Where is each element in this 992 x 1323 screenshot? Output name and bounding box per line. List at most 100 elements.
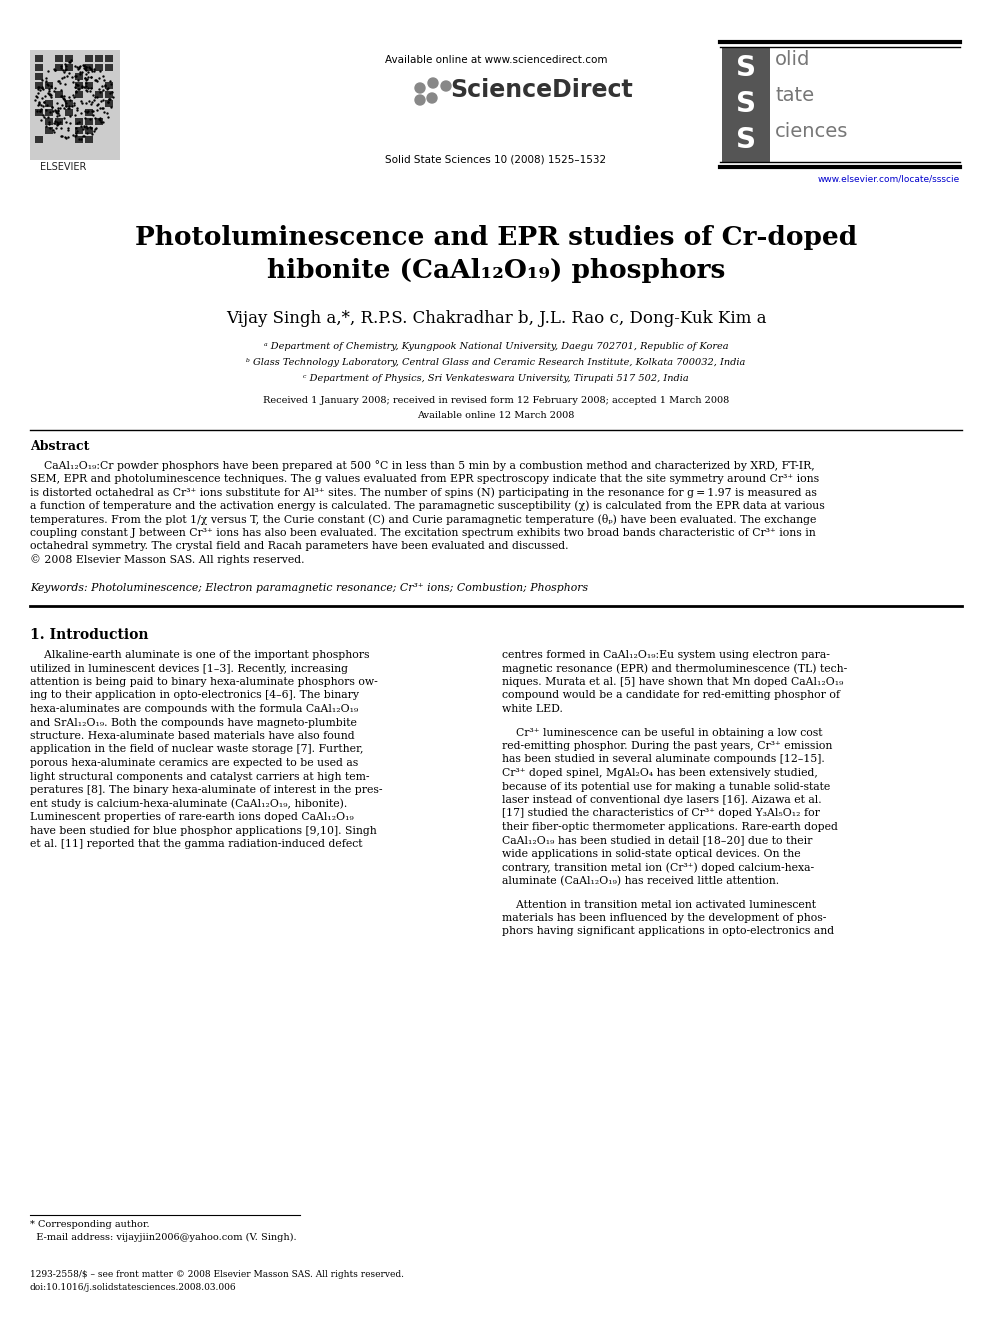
Point	[75, 54, 91, 75]
Bar	[30, 50, 120, 160]
Point	[59, 58, 74, 79]
Point	[55, 126, 70, 147]
Bar	[55, 56, 63, 62]
Bar	[55, 91, 63, 98]
Bar	[75, 82, 83, 89]
Point	[33, 94, 49, 115]
Point	[62, 90, 77, 111]
Point	[85, 85, 101, 106]
Point	[37, 107, 53, 128]
Point	[68, 66, 84, 87]
Point	[45, 97, 61, 118]
Text: contrary, transition metal ion (Cr³⁺) doped calcium-hexa-: contrary, transition metal ion (Cr³⁺) do…	[502, 863, 814, 873]
Point	[81, 81, 97, 102]
Point	[72, 103, 88, 124]
Point	[74, 54, 90, 75]
Point	[62, 52, 77, 73]
Bar	[35, 136, 43, 143]
Point	[28, 90, 44, 111]
Point	[50, 102, 65, 123]
Point	[50, 114, 65, 135]
Point	[60, 127, 75, 148]
Point	[92, 82, 108, 103]
Point	[47, 110, 62, 131]
Text: is distorted octahedral as Cr³⁺ ions substitute for Al³⁺ sites. The number of sp: is distorted octahedral as Cr³⁺ ions sub…	[30, 487, 816, 497]
Point	[90, 94, 106, 115]
Point	[51, 99, 66, 120]
Point	[57, 107, 72, 128]
Point	[91, 78, 107, 99]
Circle shape	[415, 95, 425, 105]
Bar	[85, 82, 93, 89]
Text: white LED.: white LED.	[502, 704, 562, 714]
Point	[88, 70, 104, 91]
Text: Available online 12 March 2008: Available online 12 March 2008	[418, 411, 574, 419]
Text: CaAl₁₂O₁₉ has been studied in detail [18–20] due to their: CaAl₁₂O₁₉ has been studied in detail [18…	[502, 836, 812, 845]
Bar	[85, 127, 93, 134]
Text: Cr³⁺ doped spinel, MgAl₂O₄ has been extensively studied,: Cr³⁺ doped spinel, MgAl₂O₄ has been exte…	[502, 767, 817, 778]
Point	[84, 123, 100, 144]
Point	[60, 119, 75, 140]
Bar	[35, 64, 43, 71]
Point	[62, 52, 78, 73]
Point	[55, 86, 70, 107]
Point	[75, 57, 91, 78]
Text: peratures [8]. The binary hexa-aluminate of interest in the pres-: peratures [8]. The binary hexa-aluminate…	[30, 785, 383, 795]
Point	[28, 86, 44, 107]
Point	[77, 58, 93, 79]
Point	[68, 124, 84, 146]
Point	[35, 75, 51, 97]
Text: ᶜ Department of Physics, Sri Venkateswara University, Tirupati 517 502, India: ᶜ Department of Physics, Sri Venkateswar…	[304, 374, 688, 382]
Point	[30, 83, 46, 105]
Point	[50, 101, 65, 122]
Point	[92, 60, 108, 81]
Point	[42, 102, 58, 123]
Point	[99, 106, 115, 127]
Point	[94, 98, 110, 119]
Point	[91, 98, 107, 119]
Point	[96, 69, 112, 90]
Point	[67, 56, 83, 77]
Point	[78, 116, 94, 138]
Text: attention is being paid to binary hexa-aluminate phosphors ow-: attention is being paid to binary hexa-a…	[30, 677, 378, 687]
Text: octahedral symmetry. The crystal field and Racah parameters have been evaluated : octahedral symmetry. The crystal field a…	[30, 541, 568, 550]
Point	[99, 102, 115, 123]
Point	[77, 79, 93, 101]
Circle shape	[441, 81, 451, 91]
Point	[74, 93, 90, 114]
Bar	[55, 64, 63, 71]
Point	[83, 91, 99, 112]
Point	[77, 57, 93, 78]
Point	[103, 97, 119, 118]
Text: laser instead of conventional dye lasers [16]. Aizawa et al.: laser instead of conventional dye lasers…	[502, 795, 821, 804]
Point	[81, 91, 97, 112]
Point	[65, 83, 81, 105]
Point	[34, 98, 50, 119]
Point	[40, 107, 56, 128]
Point	[93, 90, 109, 111]
Point	[76, 116, 92, 138]
Point	[68, 74, 84, 95]
Point	[75, 119, 91, 140]
Point	[70, 70, 86, 91]
Point	[70, 74, 86, 95]
Point	[38, 67, 54, 89]
Point	[61, 62, 76, 83]
Point	[95, 111, 111, 132]
Point	[102, 89, 118, 110]
Text: ᵃ Department of Chemistry, Kyungpook National University, Daegu 702701, Republic: ᵃ Department of Chemistry, Kyungpook Nat…	[264, 343, 728, 351]
Point	[95, 97, 111, 118]
Point	[58, 128, 73, 149]
Text: utilized in luminescent devices [1–3]. Recently, increasing: utilized in luminescent devices [1–3]. R…	[30, 664, 348, 673]
Point	[88, 69, 104, 90]
Point	[47, 58, 62, 79]
Point	[35, 78, 51, 99]
Point	[59, 56, 74, 77]
Point	[90, 108, 106, 130]
Text: materials has been influenced by the development of phos-: materials has been influenced by the dev…	[502, 913, 826, 923]
Point	[70, 111, 86, 132]
Bar	[85, 56, 93, 62]
Point	[52, 105, 67, 126]
Text: light structural components and catalyst carriers at high tem-: light structural components and catalyst…	[30, 771, 369, 782]
Bar	[35, 73, 43, 79]
